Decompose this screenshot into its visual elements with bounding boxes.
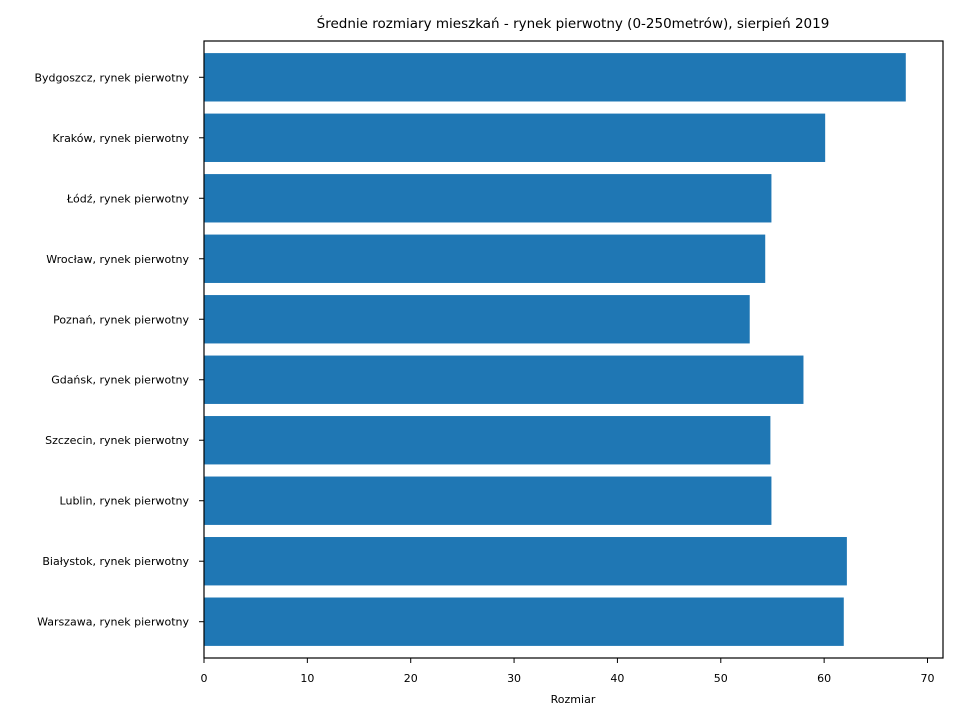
chart-title: Średnie rozmiary mieszkań - rynek pierwo… (317, 14, 830, 32)
y-tick-label: Szczecin, rynek pierwotny (45, 434, 189, 447)
y-tick-label: Białystok, rynek pierwotny (42, 555, 189, 568)
x-tick-label: 40 (610, 672, 624, 685)
x-tick-label: 0 (201, 672, 208, 685)
bar: 58 (204, 355, 804, 404)
x-tick-label: 70 (920, 672, 934, 685)
bar: 54.9 (204, 174, 772, 223)
bar: 61.9 (204, 597, 844, 646)
y-tick-label: Poznań, rynek pierwotny (53, 313, 189, 326)
plot-area-frame (203, 40, 944, 659)
x-tick-label: 50 (714, 672, 728, 685)
bar: 52.8 (204, 295, 750, 344)
bars-layer: 67.9 60.1 54.9 54.3 52.8 58 54.8 54.9 62.2 61.9 (204, 53, 906, 646)
bar: 54.9 (204, 476, 772, 525)
y-tick-label: Kraków, rynek pierwotny (52, 132, 189, 145)
x-tick-label: 30 (507, 672, 521, 685)
x-axis-label: Rozmiar (551, 693, 596, 706)
y-tick-label: Warszawa, rynek pierwotny (37, 616, 189, 629)
bar: 54.3 (204, 234, 766, 283)
bar: 67.9 (204, 53, 906, 102)
bar: 62.2 (204, 537, 847, 586)
y-tick-label: Łódź, rynek pierwotny (66, 192, 190, 205)
bar: 54.8 (204, 416, 771, 465)
y-tick-label: Wrocław, rynek pierwotny (46, 253, 189, 266)
y-tick-label: Lublin, rynek pierwotny (60, 495, 190, 508)
ticks-layer: Bydgoszcz, rynek pierwotny Kraków, rynek … (34, 71, 934, 685)
x-tick-label: 60 (817, 672, 831, 685)
x-tick-label: 20 (404, 672, 418, 685)
bar: 60.1 (204, 113, 826, 162)
x-tick-label: 10 (300, 672, 314, 685)
y-tick-label: Bydgoszcz, rynek pierwotny (34, 71, 189, 84)
y-tick-label: Gdańsk, rynek pierwotny (51, 374, 189, 387)
